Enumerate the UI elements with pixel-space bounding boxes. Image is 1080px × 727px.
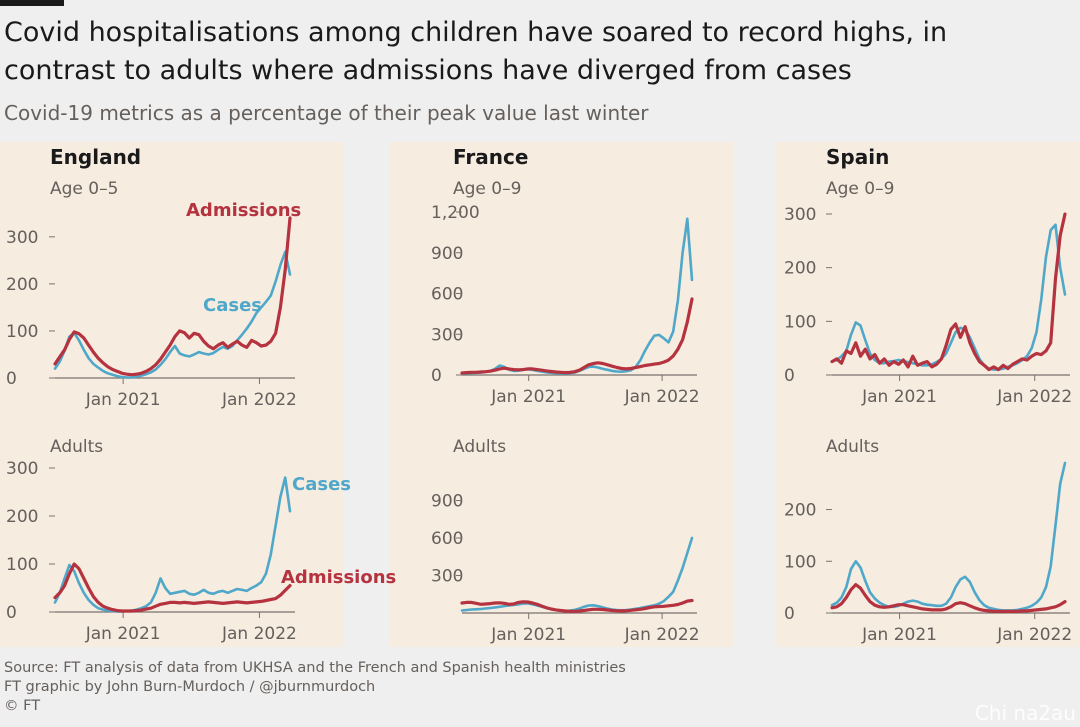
y-tick-label: 0 (6, 603, 17, 623)
group-label: Adults (826, 437, 879, 457)
y-tick-label: 200 (6, 275, 38, 295)
y-tick-label: 200 (784, 259, 816, 279)
country-label: France (453, 145, 528, 169)
group-label: Adults (453, 437, 506, 457)
credit-note: FT graphic by John Burn-Murdoch / @jburn… (4, 679, 376, 695)
y-tick-label: 100 (6, 555, 38, 575)
series-line-cases (460, 217, 694, 375)
x-tick-label: Jan 2022 (996, 625, 1072, 645)
ft-brand-bar (0, 0, 64, 6)
series-line-cases (830, 223, 1067, 371)
annotation-admissions: Admissions (186, 200, 301, 221)
y-tick-label: 900 (431, 244, 463, 264)
group-label: Age 0–9 (453, 179, 521, 199)
x-tick-label: Jan 2022 (221, 390, 297, 410)
annotation-cases: Cases (203, 295, 262, 316)
annotation-cases: Cases (292, 474, 351, 495)
x-tick-label: Jan 2022 (624, 625, 700, 645)
source-note: Source: FT analysis of data from UKHSA a… (4, 660, 626, 676)
series-line-admissions (460, 297, 694, 375)
y-tick-label: 200 (784, 501, 816, 521)
chart-title: Covid hospitalisations among children ha… (4, 17, 948, 86)
series-line-admissions (830, 582, 1067, 614)
y-tick-label: 600 (431, 529, 463, 549)
series-line-cases (53, 250, 292, 379)
y-tick-label: 0 (6, 369, 17, 389)
y-tick-label: 100 (784, 552, 816, 572)
panel-spain (775, 142, 1080, 647)
y-tick-label: 300 (431, 567, 463, 587)
series-line-cases (460, 536, 694, 613)
series-line-admissions (53, 562, 292, 613)
x-tick-label: Jan 2022 (221, 624, 297, 644)
footer: Source: FT analysis of data from UKHSA a… (4, 659, 626, 716)
y-tick-label: 200 (6, 507, 38, 527)
y-tick-label: 0 (431, 366, 442, 386)
y-tick-label: 300 (431, 325, 463, 345)
x-tick-label: Jan 2022 (996, 387, 1072, 407)
panel-france (390, 142, 733, 647)
corner-watermark: Chi na2au (974, 701, 1076, 725)
country-label: Spain (826, 145, 889, 169)
chart-subtitle: Covid-19 metrics as a percentage of thei… (4, 101, 649, 125)
annotation-admissions: Admissions (281, 567, 396, 588)
y-tick-label: 1,200 (431, 203, 480, 223)
y-tick-label: 100 (6, 322, 38, 342)
x-tick-label: Jan 2021 (490, 625, 566, 645)
y-tick-label: 0 (784, 604, 795, 624)
y-tick-label: 300 (784, 205, 816, 225)
copyright-note: © FT (4, 698, 41, 714)
y-tick-label: 300 (6, 228, 38, 248)
x-tick-label: Jan 2022 (624, 387, 700, 407)
y-tick-label: 0 (784, 366, 795, 386)
x-tick-label: Jan 2021 (85, 390, 161, 410)
x-tick-label: Jan 2021 (85, 624, 161, 644)
x-tick-label: Jan 2021 (490, 387, 566, 407)
y-tick-label: 300 (6, 459, 38, 479)
series-line-cases (53, 476, 292, 613)
series-line-admissions (53, 216, 292, 377)
x-tick-label: Jan 2021 (861, 625, 937, 645)
group-label: Age 0–9 (826, 179, 894, 199)
group-label: Adults (50, 437, 103, 457)
series-line-admissions (830, 212, 1067, 372)
y-tick-label: 600 (431, 285, 463, 305)
group-label: Age 0–5 (50, 179, 118, 199)
y-tick-label: 900 (431, 492, 463, 512)
x-tick-label: Jan 2021 (861, 387, 937, 407)
country-label: England (50, 145, 141, 169)
series-line-cases (830, 461, 1067, 612)
y-tick-label: 100 (784, 312, 816, 332)
series-line-admissions (460, 598, 694, 613)
panel-england (0, 142, 343, 647)
